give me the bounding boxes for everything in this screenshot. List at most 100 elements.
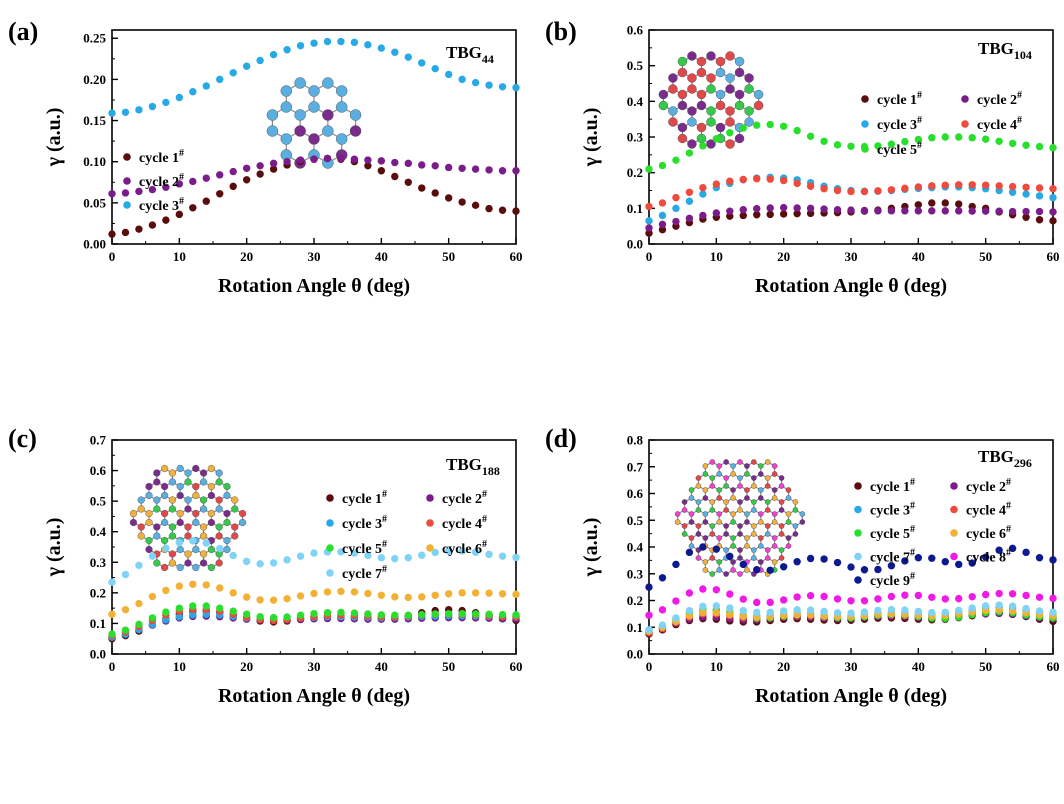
data-point <box>820 185 828 193</box>
atom <box>677 133 688 144</box>
atom <box>723 459 729 465</box>
data-point <box>1022 604 1030 613</box>
legend: cycle 1# cycle 2# cycle 3# <box>123 148 184 214</box>
atom <box>757 495 764 501</box>
atom <box>207 518 215 527</box>
y-tick-label: 0.1 <box>627 201 643 216</box>
data-point <box>135 225 143 233</box>
data-point <box>229 607 237 615</box>
data-point <box>148 592 157 601</box>
data-point <box>712 602 721 610</box>
legend-marker <box>426 494 434 502</box>
data-point <box>712 586 721 594</box>
atom <box>734 67 745 78</box>
atom <box>176 464 184 473</box>
data-point <box>887 207 896 215</box>
data-point <box>418 184 426 192</box>
legend-label: cycle 5# <box>870 524 915 542</box>
legend-label: cycle 2# <box>139 172 184 190</box>
data-point <box>216 544 224 553</box>
atom <box>771 543 778 549</box>
atom <box>696 122 707 133</box>
atom <box>778 523 785 529</box>
atom <box>687 51 697 61</box>
data-point <box>1035 216 1044 224</box>
data-point <box>1008 602 1017 610</box>
data-point <box>847 206 855 214</box>
data-point <box>941 608 949 616</box>
atom <box>696 133 707 144</box>
data-point <box>847 563 855 571</box>
atom <box>696 67 707 78</box>
atom <box>715 67 726 78</box>
y-tick-label: 0.1 <box>627 620 643 635</box>
atom <box>730 511 736 517</box>
atom <box>184 505 192 513</box>
atom <box>322 77 334 89</box>
data-point <box>981 181 990 189</box>
atom <box>168 505 177 513</box>
x-tick-label: 0 <box>646 249 653 264</box>
data-point <box>820 607 828 616</box>
x-tick-label: 30 <box>845 249 858 264</box>
atom <box>792 531 799 537</box>
atom <box>153 505 161 513</box>
atom <box>771 511 778 517</box>
atom <box>176 545 184 554</box>
data-point <box>189 580 197 588</box>
data-point <box>901 591 909 599</box>
data-point <box>337 548 345 556</box>
atom <box>757 471 764 477</box>
legend-label: cycle 4# <box>442 514 487 532</box>
panel-title: TBG104 <box>978 39 1032 62</box>
data-point <box>941 207 949 215</box>
atom <box>730 519 736 525</box>
data-point <box>337 37 345 46</box>
data-point <box>108 630 116 638</box>
data-point <box>404 178 412 186</box>
atom <box>696 56 707 67</box>
data-point <box>995 137 1003 145</box>
atom <box>695 507 702 513</box>
data-point <box>350 38 359 47</box>
atom <box>137 532 145 540</box>
y-tick-label: 0.0 <box>627 647 643 662</box>
data-point <box>296 552 305 560</box>
data-point <box>162 98 170 107</box>
atom <box>706 84 716 94</box>
y-tick-label: 0.3 <box>627 130 644 145</box>
data-point <box>712 135 721 143</box>
atom <box>153 523 161 531</box>
data-point <box>793 179 801 188</box>
data-point <box>955 560 963 569</box>
data-point <box>645 611 653 619</box>
atom <box>744 106 754 116</box>
data-point <box>310 155 318 163</box>
atom <box>778 531 785 537</box>
data-point <box>726 207 734 215</box>
atom <box>223 482 231 491</box>
data-point <box>444 163 453 172</box>
atom <box>266 125 279 137</box>
data-point <box>941 199 949 207</box>
data-point <box>175 582 184 590</box>
data-point <box>229 551 237 560</box>
legend-label: cycle 2# <box>442 489 487 507</box>
data-point <box>1022 591 1030 600</box>
atom <box>744 511 750 517</box>
atom <box>751 475 757 481</box>
panel-title: TBG296 <box>978 447 1032 470</box>
data-point <box>458 164 466 172</box>
data-point <box>712 209 721 217</box>
series-cycle9 <box>645 543 1057 591</box>
y-tick-label: 0.7 <box>627 459 644 474</box>
data-point <box>928 199 936 207</box>
atom <box>696 100 707 111</box>
atom <box>215 469 223 477</box>
legend: cycle 1# cycle 2# cycle 3# cycle 4# cycle 5#… <box>854 477 1011 589</box>
atom <box>771 559 778 565</box>
legend-label: cycle 3# <box>342 514 387 532</box>
y-tick-label: 0.2 <box>627 593 643 608</box>
data-point <box>658 226 667 234</box>
data-point <box>928 182 936 190</box>
